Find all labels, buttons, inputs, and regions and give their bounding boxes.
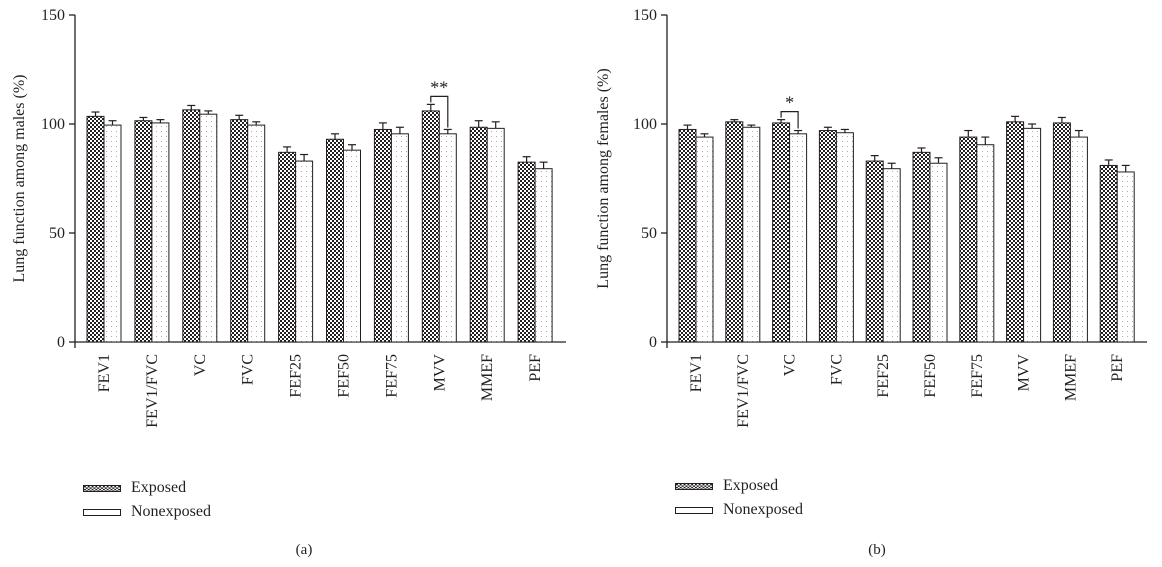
bar-exposed <box>182 109 201 343</box>
bar-exposed <box>86 115 105 343</box>
bar-exposed <box>230 119 249 343</box>
bar-exposed <box>959 136 978 343</box>
chart-b-svg: 0 50 100 150 Lung function among females (%)… <box>595 7 1147 428</box>
x-tick-label: FEF50 <box>336 354 353 398</box>
bar-nonexposed <box>929 162 948 343</box>
bar-exposed <box>678 128 697 343</box>
bar-exposed <box>421 110 440 343</box>
bar-nonexposed <box>835 132 854 343</box>
bar-nonexposed <box>438 133 457 343</box>
x-tick-label: FVC <box>240 354 257 385</box>
x-tick-label: FEF75 <box>969 354 986 398</box>
significance-bracket <box>780 111 799 129</box>
y-tick-label: 150 <box>41 7 65 24</box>
legend-a: Exposed Nonexposed <box>83 476 211 524</box>
bar-exposed <box>725 121 744 343</box>
x-tick-label: FEF50 <box>922 354 939 398</box>
y-tick-label: 100 <box>633 116 657 133</box>
bar-nonexposed <box>486 127 505 343</box>
bar-exposed <box>469 126 488 343</box>
bar-nonexposed <box>695 136 714 343</box>
bar-exposed <box>373 128 392 343</box>
bar-exposed <box>818 130 837 343</box>
significance-bracket <box>430 95 449 128</box>
legend-swatch-exposed <box>83 484 121 492</box>
bar-nonexposed <box>1069 136 1088 343</box>
legend-swatch-nonexposed <box>675 506 713 514</box>
bar-exposed <box>517 161 536 343</box>
y-axis-label: Lung function among females (%) <box>595 68 612 288</box>
y-tick-label: 50 <box>49 225 65 242</box>
x-tick-label: FEF25 <box>288 354 305 398</box>
x-tick-label: PEF <box>527 354 544 382</box>
bar-exposed <box>1099 164 1118 343</box>
legend-b: Exposed Nonexposed <box>675 474 803 522</box>
legend-item-exposed: Exposed <box>83 476 211 500</box>
bar-nonexposed <box>789 133 808 343</box>
y-tick-label: 0 <box>57 334 65 351</box>
significance-label: ** <box>430 77 448 97</box>
legend-swatch-nonexposed <box>83 508 121 516</box>
y-tick-label: 0 <box>649 334 657 351</box>
bar-exposed <box>912 151 931 343</box>
x-tick-label: FEV1 <box>96 354 113 392</box>
bar-nonexposed <box>151 122 170 343</box>
bar-exposed <box>1006 121 1025 343</box>
y-tick-label: 100 <box>41 116 65 133</box>
chart-panel-a: 0 50 100 150 Lung function among males (%) FE… <box>11 7 566 558</box>
x-tick-label: VC <box>192 354 209 376</box>
bar-exposed <box>772 122 791 343</box>
panel-label-a: (a) <box>295 542 313 558</box>
legend-label-exposed: Exposed <box>131 479 187 496</box>
legend-swatch-exposed <box>675 482 713 490</box>
x-tick-label: FEF75 <box>383 354 400 398</box>
bar-nonexposed <box>976 144 995 343</box>
bar-exposed <box>1052 122 1071 343</box>
bar-nonexposed <box>534 168 553 343</box>
bar-nonexposed <box>343 149 361 343</box>
bar-exposed <box>278 151 297 343</box>
bar-nonexposed <box>882 168 901 343</box>
x-tick-label: VC <box>782 354 799 376</box>
x-tick-label: MMEF <box>479 354 496 401</box>
x-tick-label: MVV <box>1016 354 1033 392</box>
bar-nonexposed <box>295 160 314 343</box>
bar-exposed <box>326 138 344 343</box>
x-tick-label: MMEF <box>1062 354 1079 401</box>
bar-nonexposed <box>199 113 218 343</box>
x-tick-label: FEV1 <box>688 354 705 392</box>
x-tick-label: PEF <box>1109 354 1126 382</box>
significance-label: * <box>785 93 794 113</box>
x-tick-label: MVV <box>431 354 448 392</box>
bar-nonexposed <box>103 124 122 343</box>
legend-item-nonexposed: Nonexposed <box>675 498 803 522</box>
chart-panel-b: 0 50 100 150 Lung function among females (%)… <box>581 0 1162 567</box>
legend-label-nonexposed: Nonexposed <box>131 503 211 520</box>
y-tick-label: 50 <box>641 225 657 242</box>
legend-item-nonexposed: Nonexposed <box>83 500 211 524</box>
bar-nonexposed <box>390 133 409 343</box>
x-tick-label: FEF25 <box>875 354 892 398</box>
legend-item-exposed: Exposed <box>675 474 803 498</box>
bar-exposed <box>134 120 153 343</box>
y-axis-label: Lung function among males (%) <box>11 75 28 283</box>
legend-label-exposed: Exposed <box>723 477 779 494</box>
x-tick-label: FEV1/FVC <box>735 354 752 428</box>
bar-nonexposed <box>1116 171 1135 343</box>
y-tick-label: 150 <box>633 7 657 24</box>
x-tick-label: FEV1/FVC <box>144 354 161 428</box>
bar-exposed <box>865 160 884 343</box>
legend-label-nonexposed: Nonexposed <box>723 501 803 518</box>
chart-a-svg: 0 50 100 150 Lung function among males (%) FE… <box>11 7 566 428</box>
panel-label-b: (b) <box>868 542 886 558</box>
x-tick-label: FVC <box>828 354 845 385</box>
bar-nonexposed <box>742 126 761 343</box>
bar-nonexposed <box>1023 127 1042 343</box>
bar-nonexposed <box>247 124 266 343</box>
